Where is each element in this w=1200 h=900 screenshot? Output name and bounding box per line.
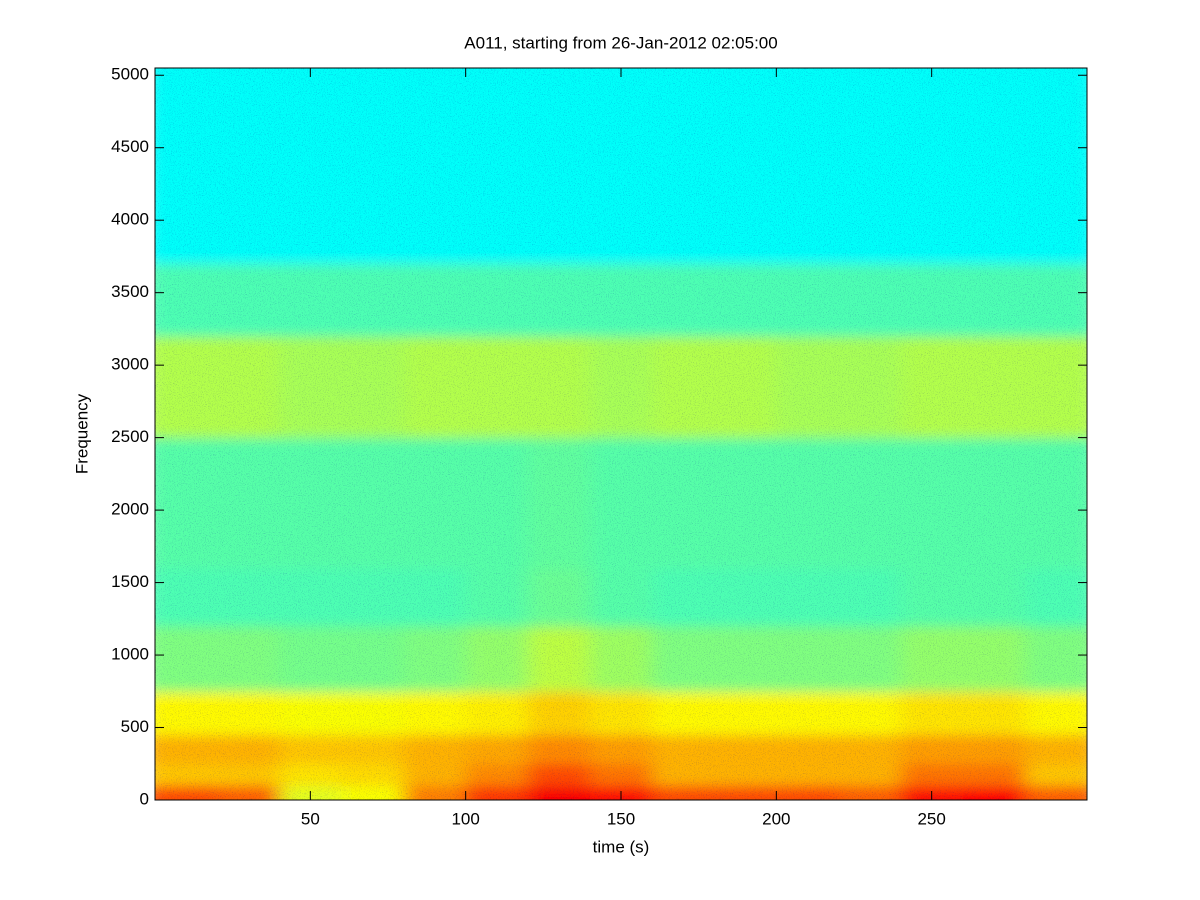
texture: [155, 68, 1087, 800]
y-axis-label: Frequency: [72, 393, 91, 474]
chart-title: A011, starting from 26-Jan-2012 02:05:00: [464, 33, 777, 52]
plot-area: [155, 68, 1087, 800]
y-tick-label: 2500: [111, 427, 149, 446]
x-tick-label: 150: [607, 809, 635, 828]
y-tick-label: 2000: [111, 500, 149, 519]
x-tick-label: 100: [451, 809, 479, 828]
y-tick-label: 3000: [111, 355, 149, 374]
y-tick-label: 500: [121, 717, 149, 736]
y-tick-label: 1500: [111, 572, 149, 591]
y-tick-label: 5000: [111, 65, 149, 84]
y-tick-label: 4000: [111, 210, 149, 229]
y-tick-label: 1000: [111, 645, 149, 664]
x-tick-label: 200: [762, 809, 790, 828]
y-tick-label: 4500: [111, 137, 149, 156]
y-tick-label: 3500: [111, 282, 149, 301]
x-axis-label: time (s): [593, 837, 650, 856]
x-tick-label: 250: [917, 809, 945, 828]
y-tick-label: 0: [140, 789, 149, 808]
x-tick-label: 50: [301, 809, 320, 828]
